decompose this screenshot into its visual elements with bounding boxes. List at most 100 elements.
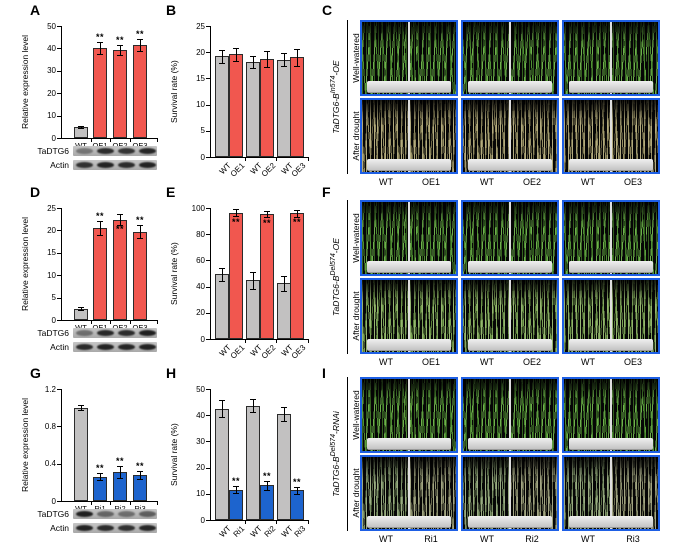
photo-genotype-label: WT: [480, 357, 494, 367]
y-tick: [206, 260, 210, 262]
error-cap: [117, 214, 123, 216]
x-category-label: Ri2: [108, 504, 132, 513]
photo-row-label-text: Well-watered: [350, 390, 361, 440]
error-cap: [117, 44, 123, 46]
blot-band: [138, 162, 156, 168]
error-cap: [78, 404, 84, 406]
error-bar: [119, 44, 121, 55]
y-tick-label: 0: [200, 515, 205, 525]
error-bar: [99, 41, 101, 55]
western-blot-g: TaDTG6 Actin: [0, 363, 160, 545]
photo-title-bracket: [347, 20, 348, 174]
error-cap: [97, 54, 103, 56]
blot-band: [138, 148, 156, 154]
error-bar: [266, 481, 268, 490]
blot-label: TaDTG6: [37, 146, 69, 156]
y-tick-label: 40: [47, 43, 56, 53]
error-cap: [137, 238, 143, 240]
y-tick-label: 0.8: [44, 421, 56, 431]
error-bar: [221, 267, 223, 281]
error-cap: [264, 489, 270, 491]
x-category-label: OE2: [108, 323, 132, 332]
y-tick-label: 20: [196, 308, 205, 318]
error-cap: [78, 126, 84, 128]
bar: [260, 59, 274, 157]
y-tick-label: 40: [196, 282, 205, 292]
error-bar: [296, 48, 298, 67]
blot-band: [96, 511, 114, 517]
y-tick-label: 80: [196, 229, 205, 239]
error-cap: [294, 494, 300, 496]
chart-relative-expression-rnai: Relative expression level00.40.81.2WT**R…: [0, 363, 160, 545]
photo-title-bracket: [347, 377, 348, 531]
y-tick-label: 1.2: [44, 384, 56, 394]
photo-after-drought: [461, 278, 559, 354]
photo-divider-stick: [610, 202, 612, 274]
significance-stars: **: [115, 34, 124, 45]
x-category-label: WT: [69, 504, 93, 513]
error-cap: [78, 128, 84, 130]
photo-title-bracket: [347, 200, 348, 354]
error-cap: [250, 68, 256, 70]
y-tick: [57, 275, 61, 277]
x-tick: [244, 520, 246, 524]
y-tick-label: 30: [47, 66, 56, 76]
photo-after-drought: [360, 455, 458, 531]
photo-row-label-text: Well-watered: [350, 33, 361, 83]
x-category-label: OE2: [108, 141, 132, 150]
y-axis-title: Survival rate (%): [169, 242, 179, 305]
photo-after-drought: [360, 98, 458, 174]
bar: [215, 408, 229, 520]
error-cap: [219, 400, 225, 402]
y-axis: [61, 208, 62, 321]
planter-tray: [366, 159, 452, 171]
significance-stars: **: [262, 217, 271, 228]
error-cap: [78, 307, 84, 309]
y-tick: [206, 78, 210, 80]
blot-band: [96, 344, 114, 350]
photo-divider-stick: [408, 100, 410, 172]
y-tick: [57, 320, 61, 321]
significance-stars: **: [262, 471, 271, 482]
photo-title: TaDTG6-BDel574-OE: [328, 200, 342, 354]
photo-genotype-label: WT: [379, 534, 393, 544]
blot-band: [138, 330, 156, 336]
error-bar: [139, 225, 141, 238]
x-category-label: WT: [69, 141, 93, 150]
photo-genotype-label: OE2: [522, 177, 541, 187]
x-category-label: OE2: [259, 343, 278, 361]
y-tick: [206, 157, 210, 158]
error-cap: [233, 215, 239, 217]
error-bar: [283, 53, 285, 66]
photo-title-superscript: Del574: [329, 253, 338, 276]
panel-letter-d: D: [30, 184, 41, 200]
x-category-label: Ri3: [128, 504, 152, 513]
significance-stars: **: [231, 216, 240, 227]
y-tick: [206, 415, 210, 417]
photo-genotype-label: WT: [480, 177, 494, 187]
significance-stars: **: [95, 31, 104, 42]
planter-tray: [568, 261, 654, 273]
x-tick: [90, 320, 92, 324]
x-axis: [61, 138, 158, 139]
y-tick: [206, 52, 210, 54]
significance-stars: **: [95, 463, 104, 473]
error-cap: [294, 216, 300, 218]
error-bar: [139, 38, 141, 52]
y-tick-label: 10: [196, 100, 205, 110]
significance-stars: **: [135, 28, 144, 39]
y-tick: [206, 339, 210, 340]
blot-band: [75, 511, 93, 517]
error-cap: [117, 477, 123, 479]
chart-relative-expression-oe-in574: Relative expression level01020304050WT**…: [0, 0, 160, 182]
panel-letter-i: I: [322, 365, 326, 381]
y-tick-label: 50: [196, 384, 205, 394]
blot-band: [96, 525, 114, 531]
photo-well-watered: [360, 377, 458, 453]
y-tick: [57, 389, 61, 390]
y-axis: [210, 389, 211, 521]
bar: [229, 54, 243, 157]
x-tick: [130, 138, 131, 142]
photo-divider-stick: [509, 379, 511, 451]
blot-label: Actin: [50, 523, 69, 533]
